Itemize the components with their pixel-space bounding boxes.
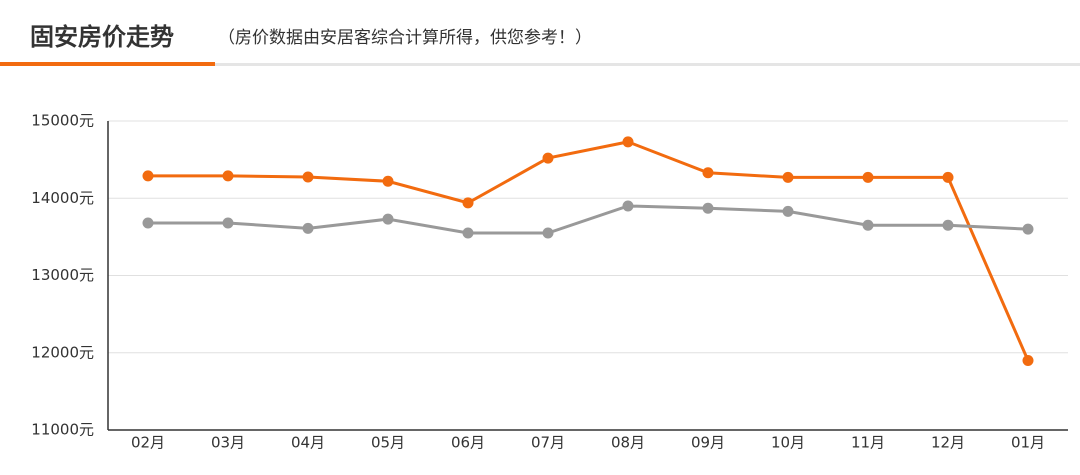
- x-tick-label: 07月: [531, 434, 565, 452]
- y-tick-label: 12000元: [31, 343, 94, 361]
- data-point: [302, 222, 314, 234]
- data-point: [222, 170, 234, 182]
- header-accent: [0, 62, 215, 66]
- data-point: [1022, 223, 1034, 235]
- y-tick-label: 14000元: [31, 189, 94, 207]
- data-point: [942, 219, 954, 231]
- data-point: [542, 152, 554, 164]
- data-point: [302, 171, 314, 183]
- x-tick-label: 04月: [291, 434, 325, 452]
- data-point: [382, 175, 394, 187]
- series-line: [148, 204, 1029, 235]
- y-tick-label: 11000元: [31, 421, 94, 439]
- data-point: [142, 217, 154, 229]
- x-tick-label: 05月: [371, 434, 405, 452]
- data-point: [782, 205, 794, 217]
- data-point: [862, 171, 874, 183]
- y-tick-label: 15000元: [31, 112, 94, 130]
- data-point: [702, 167, 714, 179]
- x-tick-label: 11月: [851, 434, 885, 452]
- header-rule: [215, 63, 1080, 66]
- data-point: [622, 200, 634, 212]
- data-point: [222, 217, 234, 229]
- chart-title: 固安房价走势: [30, 23, 174, 51]
- x-tick-label: 10月: [771, 434, 805, 452]
- data-point: [862, 219, 874, 231]
- data-point: [462, 197, 474, 209]
- data-point: [1022, 354, 1034, 366]
- data-point: [462, 227, 474, 239]
- series-line: [148, 140, 1030, 362]
- chart-subtitle: （房价数据由安居客综合计算所得，供您参考！）: [218, 28, 592, 48]
- x-tick-label: 02月: [131, 434, 165, 452]
- data-point: [622, 136, 634, 148]
- x-tick-label: 06月: [451, 434, 485, 452]
- data-point: [542, 227, 554, 239]
- x-tick-label: 08月: [611, 434, 645, 452]
- y-tick-label: 13000元: [31, 266, 94, 284]
- x-tick-label: 03月: [211, 434, 245, 452]
- data-point: [142, 170, 154, 182]
- data-point: [702, 202, 714, 214]
- x-tick-label: 01月: [1011, 434, 1045, 452]
- data-point: [782, 171, 794, 183]
- x-tick-label: 09月: [691, 434, 725, 452]
- data-point: [942, 171, 954, 183]
- data-point: [382, 213, 394, 225]
- x-tick-label: 12月: [931, 434, 965, 452]
